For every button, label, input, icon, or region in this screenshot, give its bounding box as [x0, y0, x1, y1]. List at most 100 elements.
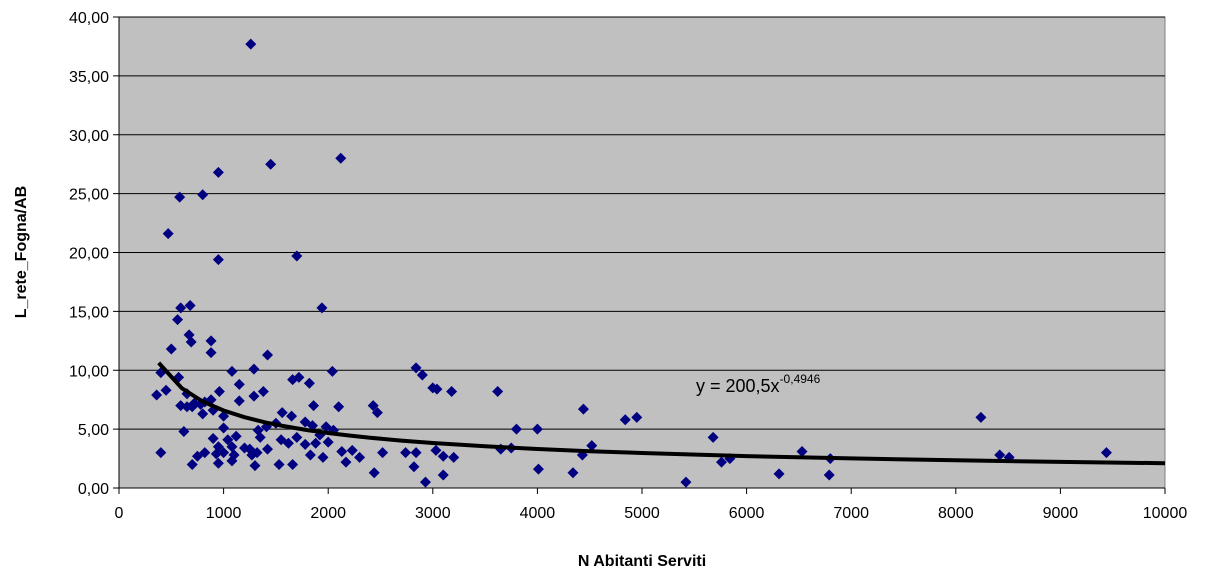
data-point-17: [205, 347, 217, 359]
y-tick-label-8: 40,00: [69, 10, 109, 27]
data-point-2: [265, 158, 277, 170]
x-tick-label-2: 2000: [310, 505, 346, 522]
data-point-122: [249, 460, 261, 472]
data-point-76: [222, 434, 234, 446]
data-point-93: [377, 447, 389, 459]
x-tick-label-10: 10000: [1143, 505, 1188, 522]
data-point-23: [248, 363, 260, 375]
data-point-91: [336, 445, 348, 457]
data-point-82: [299, 438, 311, 450]
data-point-40: [308, 400, 320, 412]
x-tick-label-7: 7000: [833, 505, 869, 522]
data-point-123: [273, 458, 285, 470]
x-tick-label-6: 6000: [729, 505, 765, 522]
data-point-120: [212, 457, 224, 469]
data-point-34: [213, 385, 225, 397]
data-point-69: [178, 425, 190, 437]
data-point-111: [210, 448, 222, 460]
data-point-58: [619, 414, 631, 426]
data-point-10: [175, 302, 187, 314]
data-point-33: [492, 385, 504, 397]
y-tick-label-3: 15,00: [69, 304, 109, 321]
data-point-131: [773, 468, 785, 480]
data-point-60: [975, 411, 987, 423]
data-point-38: [160, 384, 172, 396]
data-point-127: [408, 461, 420, 473]
data-point-87: [239, 442, 251, 454]
y-tick-label-6: 30,00: [69, 128, 109, 145]
data-point-15: [205, 335, 217, 347]
data-point-32: [446, 385, 458, 397]
y-axis-title: L_rete_Fogna/AB: [13, 186, 30, 318]
data-point-7: [291, 250, 303, 262]
data-point-71: [531, 423, 543, 435]
data-point-68: [218, 422, 230, 434]
data-point-1: [335, 152, 347, 164]
data-point-20: [326, 365, 338, 377]
data-point-57: [286, 410, 298, 422]
data-point-133: [419, 476, 431, 488]
data-point-108: [155, 447, 167, 459]
data-point-92: [346, 444, 358, 456]
data-point-100: [430, 444, 442, 456]
data-point-121: [226, 455, 238, 467]
data-point-103: [437, 450, 449, 462]
data-point-89: [226, 441, 238, 453]
data-point-11: [316, 302, 328, 314]
data-point-124: [287, 458, 299, 470]
y-tick-label-1: 5,00: [78, 422, 109, 439]
data-point-8: [212, 254, 224, 266]
data-point-134: [680, 476, 692, 488]
data-point-101: [410, 447, 422, 459]
data-point-27: [293, 371, 305, 383]
y-tick-label-5: 25,00: [69, 187, 109, 204]
data-point-99: [1100, 447, 1112, 459]
data-point-62: [307, 420, 319, 432]
x-tick-label-5: 5000: [624, 505, 660, 522]
data-point-114: [246, 449, 258, 461]
data-point-9: [184, 299, 196, 311]
x-axis-ticks: 0 1000 2000 3000 4000 5000 6000 7000 8000 9000 100…: [115, 488, 1188, 522]
data-point-75: [207, 433, 219, 445]
data-point-4: [174, 191, 186, 203]
data-point-70: [510, 423, 522, 435]
data-point-50: [371, 407, 383, 419]
data-point-74: [291, 431, 303, 443]
data-point-102: [400, 447, 412, 459]
x-tick-label-8: 8000: [938, 505, 974, 522]
y-axis-ticks: 0,00 5,00 10,00 15,00 20,00 25,00 30,00 35,00 40…: [69, 10, 119, 498]
data-point-24: [416, 369, 428, 381]
data-point-129: [437, 469, 449, 481]
data-point-107: [304, 449, 316, 461]
data-points: [151, 38, 1112, 488]
data-point-126: [532, 463, 544, 475]
data-point-35: [257, 385, 269, 397]
x-axis-title: N Abitanti Serviti: [578, 553, 706, 570]
data-point-49: [367, 400, 379, 412]
data-point-110: [199, 447, 211, 459]
data-point-41: [233, 395, 245, 407]
data-point-77: [254, 431, 266, 443]
data-point-106: [317, 451, 329, 463]
data-point-28: [303, 377, 315, 389]
data-point-59: [631, 411, 643, 423]
data-point-125: [340, 456, 352, 468]
trendline-equation: y = 200,5x-0,4946: [696, 372, 821, 396]
data-point-12: [172, 314, 184, 326]
x-tick-label-3: 3000: [415, 505, 451, 522]
data-point-5: [197, 189, 209, 201]
data-point-19: [410, 362, 422, 374]
data-point-112: [218, 447, 230, 459]
data-point-56: [276, 407, 288, 419]
data-point-52: [577, 403, 589, 415]
data-point-116: [715, 456, 727, 468]
data-point-6: [162, 228, 174, 240]
trendline-equation-base: y = 200,5x: [696, 376, 780, 396]
data-point-53: [197, 408, 209, 420]
x-tick-label-4: 4000: [520, 505, 556, 522]
data-point-39: [248, 390, 260, 402]
data-point-31: [431, 383, 443, 395]
x-tick-label-9: 9000: [1043, 505, 1079, 522]
data-point-29: [233, 378, 245, 390]
data-point-119: [186, 458, 198, 470]
